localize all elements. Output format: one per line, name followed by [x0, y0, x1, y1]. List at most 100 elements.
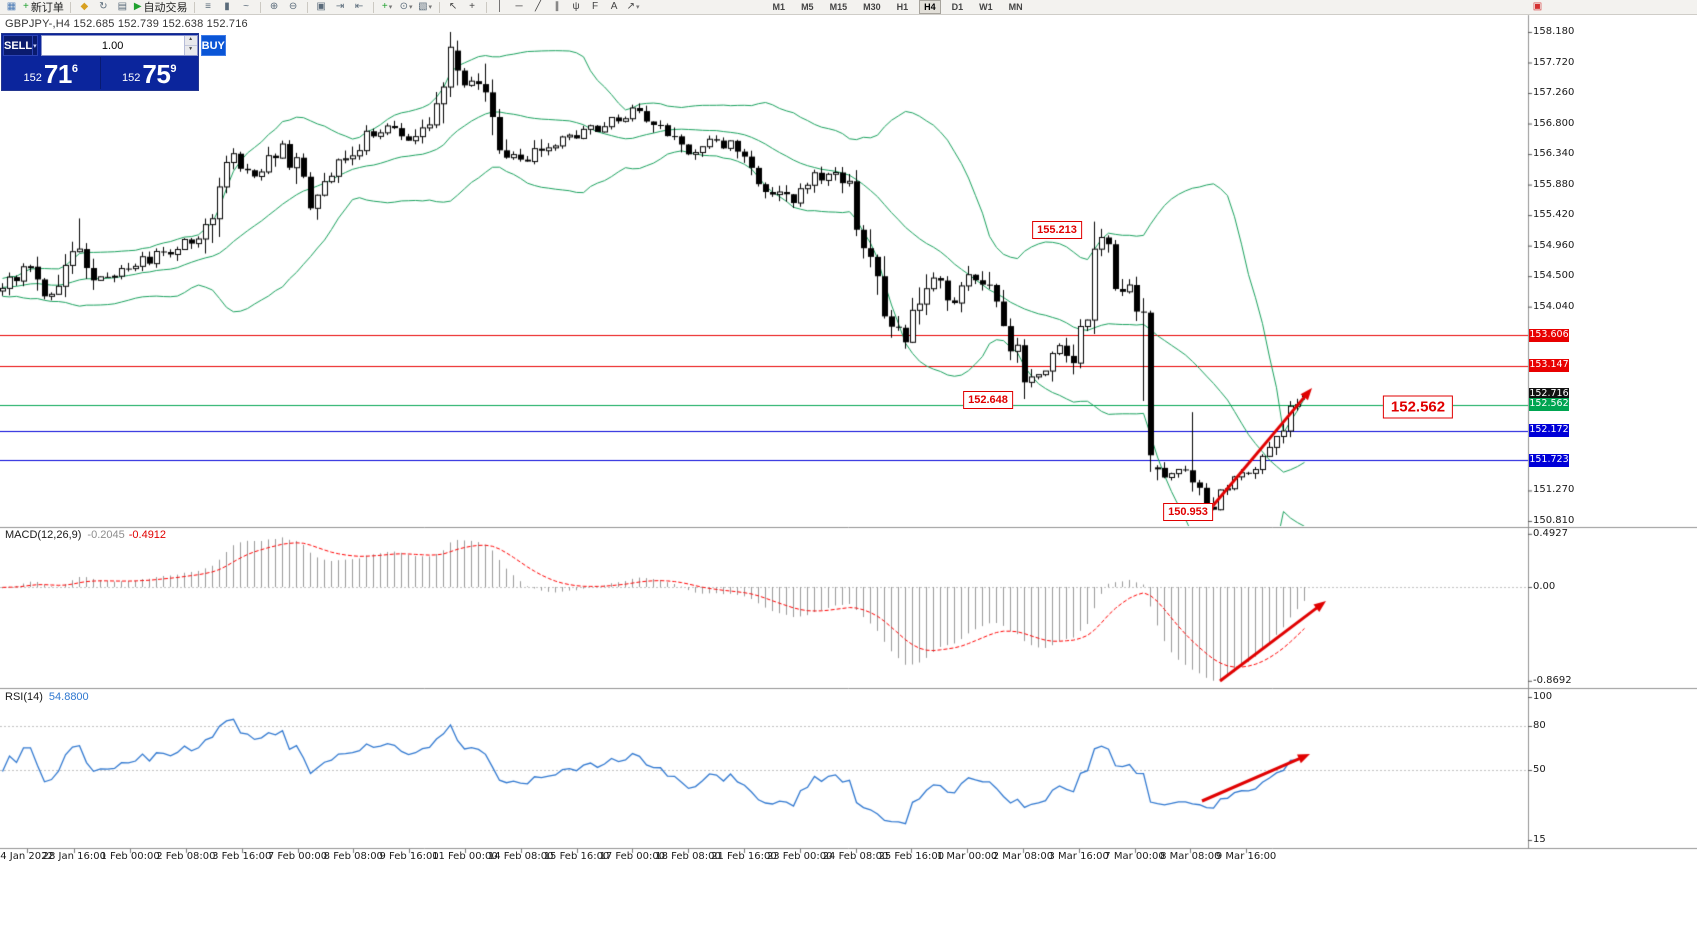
periods-icon: ⊙	[399, 1, 408, 12]
cursor-icon[interactable]: ↖	[446, 1, 461, 14]
fibonacci-icon: F	[591, 1, 599, 12]
volume-down-button[interactable]: ▼	[184, 46, 197, 55]
zoom-out-icon[interactable]: ⊖	[286, 1, 301, 14]
trendline-icon: ╱	[535, 1, 542, 12]
horizontal-line-icon: ─	[515, 1, 523, 12]
sell-price-pip: 6	[71, 63, 78, 75]
timeframe-button-m5[interactable]: M5	[801, 2, 814, 12]
volume-input[interactable]	[41, 36, 184, 55]
text-tool-icon[interactable]: A	[607, 1, 622, 14]
auto-scroll-icon[interactable]: ⇥	[333, 1, 348, 14]
toolbar-label: 新订单	[30, 2, 64, 14]
red-square-icon: ▣	[1532, 1, 1543, 12]
macd-main-value: -0.2045	[87, 529, 125, 541]
chevron-down-icon: ▾	[635, 4, 640, 11]
buy-price-big-digits: 75	[142, 59, 171, 89]
zoom-in-icon[interactable]: ⊕	[267, 1, 282, 14]
timeframe-button-m15[interactable]: M15	[829, 2, 848, 12]
trendline-icon[interactable]: ╱	[531, 1, 546, 14]
pitchfork-icon: ψ	[572, 1, 580, 12]
order-options-dropdown[interactable]: ▾	[33, 35, 38, 56]
pitchfork-icon[interactable]: ψ	[569, 1, 584, 14]
auto-trading-button[interactable]: ▶ 自动交易	[134, 1, 188, 14]
buy-price-pip: 9	[170, 63, 177, 75]
toolbar-separator	[438, 1, 440, 13]
layers-icon: ▤	[117, 1, 128, 12]
sell-button[interactable]: SELL	[3, 35, 34, 56]
sell-price-integer: 152	[23, 72, 42, 84]
red-square-icon[interactable]: ▣	[1530, 1, 1545, 14]
tile-windows-icon[interactable]: ▣	[314, 1, 329, 14]
timeframe-button-h4[interactable]: H4	[919, 0, 941, 14]
macd-name: MACD(12,26,9)	[5, 529, 82, 541]
periods-icon[interactable]: ⊙ ▾	[399, 1, 414, 14]
line-chart-icon[interactable]: ~	[239, 1, 254, 14]
templates-icon[interactable]: ▧ ▾	[418, 1, 433, 14]
auto-scroll-icon: ⇥	[335, 1, 345, 12]
layers-icon[interactable]: ▤	[115, 1, 130, 14]
toolbar-separator	[69, 1, 71, 13]
indicators-icon[interactable]: + ▾	[380, 1, 395, 14]
volume-control: ▲ ▼	[40, 35, 198, 56]
metaeditor-icon[interactable]: ◆	[77, 1, 92, 14]
bar-chart-icon[interactable]: ≡	[201, 1, 216, 14]
volume-up-button[interactable]: ▲	[184, 36, 197, 46]
vertical-line-icon: │	[496, 1, 504, 12]
crosshair-icon: +	[469, 1, 475, 12]
arrows-tool-icon: ↗	[626, 1, 635, 12]
channel-icon[interactable]: ∥	[550, 1, 565, 14]
buy-price[interactable]: 152 75 9	[101, 57, 199, 89]
crosshair-icon[interactable]: +	[465, 1, 480, 14]
new-order-icon: +	[23, 1, 29, 12]
bar-chart-icon: ≡	[205, 1, 211, 12]
refresh-icon: ↻	[99, 1, 108, 12]
chart-ohlc-line: GBPJPY-,H4 152.685 152.739 152.638 152.7…	[5, 18, 248, 30]
buy-price-integer: 152	[122, 72, 141, 84]
new-chart-icon: ▦	[6, 1, 17, 12]
chevron-down-icon: ▾	[33, 42, 37, 50]
candlestick-chart-icon[interactable]: ▮	[220, 1, 235, 14]
rsi-label: RSI(14) 54.8800	[5, 691, 89, 703]
tile-windows-icon: ▣	[316, 1, 326, 12]
line-chart-icon: ~	[243, 1, 249, 12]
timeframe-button-mn[interactable]: MN	[1008, 2, 1023, 12]
sell-price-big-digits: 71	[43, 59, 72, 89]
price-divider	[99, 57, 101, 89]
rsi-name: RSI(14)	[5, 691, 43, 703]
arrows-tool-icon[interactable]: ↗ ▾	[626, 1, 641, 14]
templates-icon: ▧	[418, 1, 428, 12]
channel-icon: ∥	[554, 1, 560, 12]
toolbar-label: 自动交易	[143, 2, 188, 14]
rsi-value: 54.8800	[48, 691, 89, 703]
macd-signal-value: -0.4912	[128, 529, 167, 541]
timeframe-button-m30[interactable]: M30	[863, 2, 881, 12]
toolbar-separator	[259, 1, 261, 13]
toolbar-separator	[372, 1, 374, 13]
chart-shift-icon: ⇤	[354, 1, 364, 12]
fibonacci-icon[interactable]: F	[588, 1, 603, 14]
timeframe-button-m1[interactable]: M1	[772, 2, 786, 12]
candlestick-chart-icon: ▮	[224, 1, 230, 12]
buy-button[interactable]: BUY	[200, 35, 226, 56]
new-chart-icon[interactable]: ▦	[4, 1, 19, 14]
new-order-button[interactable]: + 新订单	[23, 1, 64, 14]
toolbar-separator	[485, 1, 487, 13]
timeframe-button-d1[interactable]: D1	[951, 2, 964, 12]
horizontal-line-icon[interactable]: ─	[512, 1, 527, 14]
timeframe-button-w1[interactable]: W1	[979, 2, 993, 12]
text-tool-icon: A	[610, 1, 618, 12]
chevron-down-icon: ▾	[408, 4, 413, 11]
toolbar-separator	[193, 1, 195, 13]
refresh-icon[interactable]: ↻	[96, 1, 111, 14]
zoom-out-icon: ⊖	[288, 1, 298, 12]
sell-price[interactable]: 152 71 6	[2, 57, 100, 89]
chart-shift-icon[interactable]: ⇤	[352, 1, 367, 14]
chevron-down-icon: ▾	[428, 4, 433, 11]
one-click-trading-panel: SELL ▾ ▲ ▼ BUY 152 71 6 152 75 9	[1, 33, 226, 91]
toolbar: ▦ + 新订单 ◆ ↻ ▤ ▶ 自动交易 ≡ ▮ ~ ⊕ ⊖ ▣ ⇥ ⇤ + ▾ ⊙ ▾ ▧ ▾ ↖ + │ ─ ╱ ∥ ψ F A ↗ ▾ M1…	[0, 0, 1697, 15]
timeframe-button-h1[interactable]: H1	[896, 2, 909, 12]
vertical-line-icon[interactable]: │	[493, 1, 508, 14]
indicators-icon: +	[381, 1, 388, 12]
